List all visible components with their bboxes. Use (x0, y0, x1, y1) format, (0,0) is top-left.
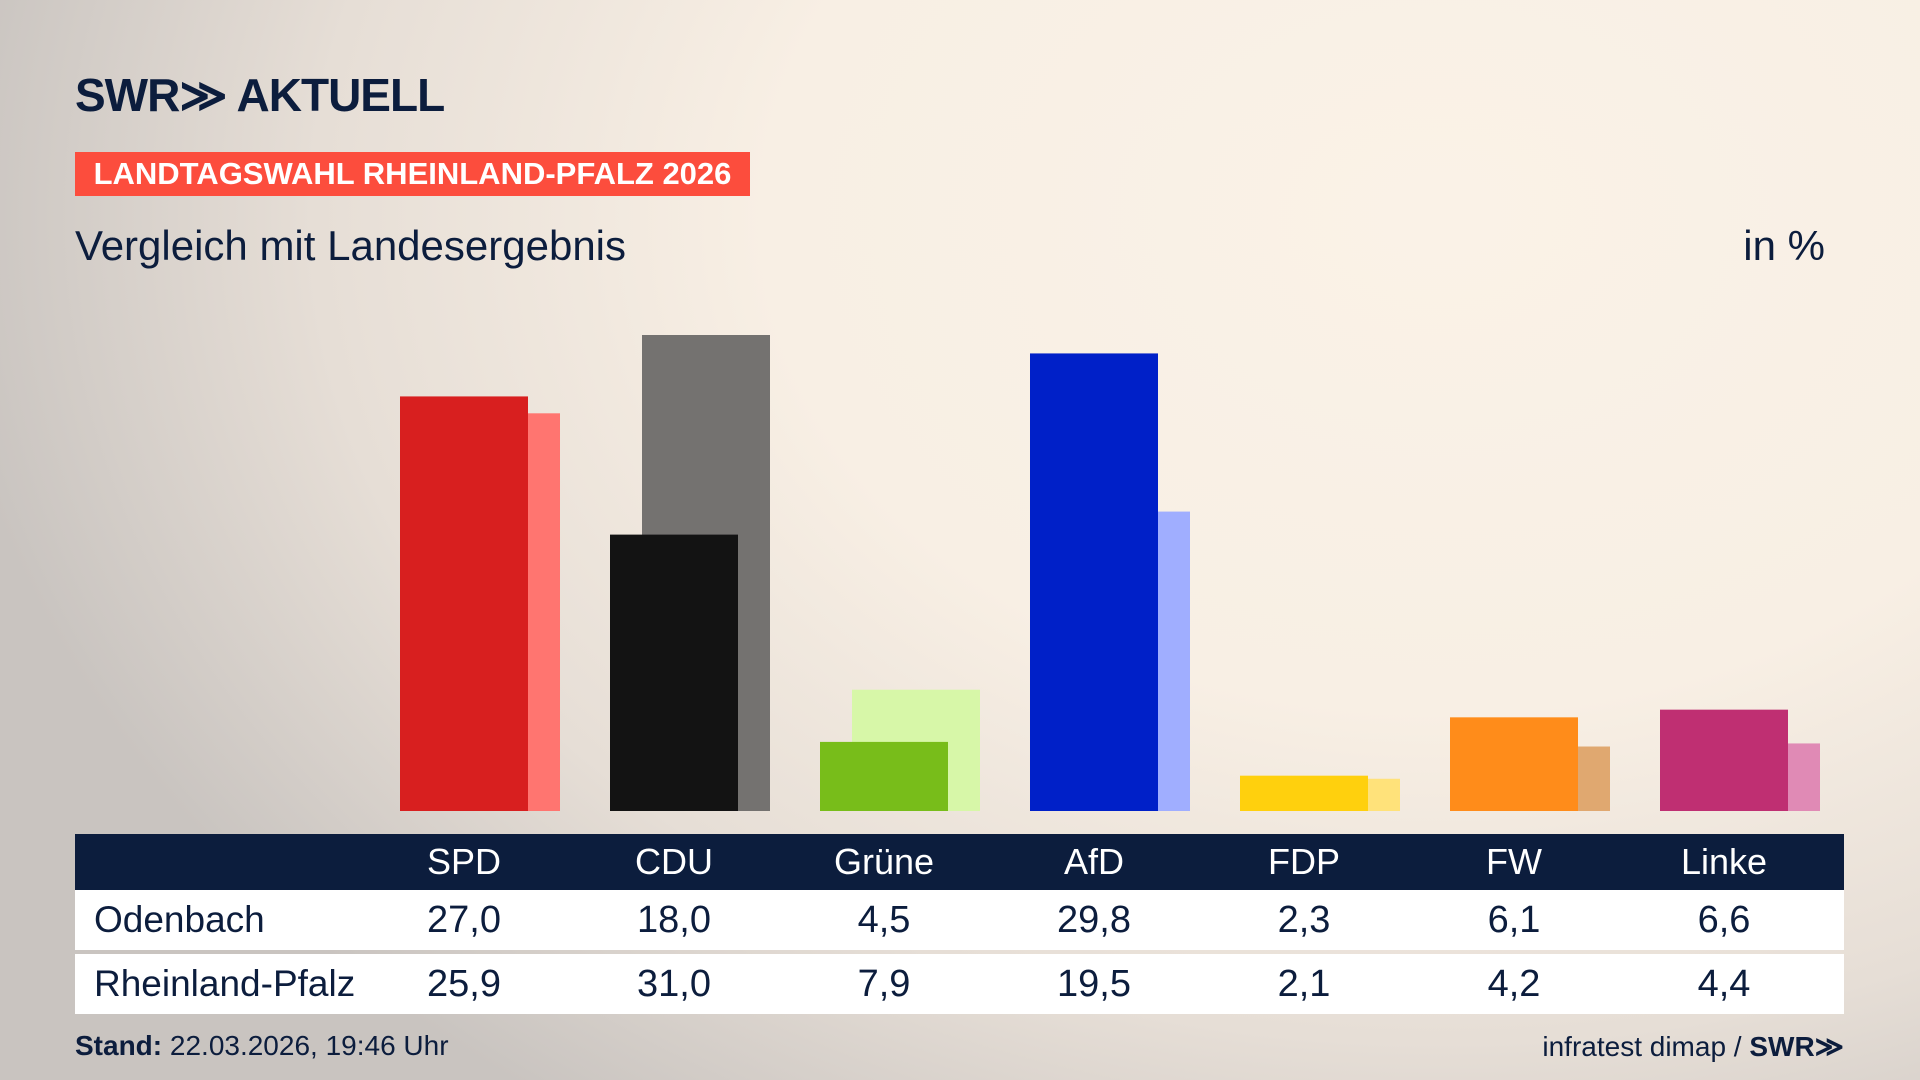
table-row: Odenbach 27,0 18,0 4,5 29,8 2,3 6,1 6,6 (75, 890, 1844, 950)
value-cell: 27,0 (427, 899, 501, 941)
unit-label: in % (1743, 222, 1825, 269)
value-cell: 25,9 (427, 963, 501, 1005)
value-cell: 6,6 (1697, 899, 1751, 941)
timestamp: Stand: 22.03.2026, 19:46 Uhr (75, 1030, 449, 1062)
table-header: SPD CDU Grüne AfD FDP FW Linke (75, 834, 1844, 890)
bar-odenbach-AfD (1030, 353, 1158, 811)
bar-odenbach-SPD (400, 396, 528, 811)
value-cell: 19,5 (1057, 963, 1131, 1005)
value-cell: 31,0 (637, 963, 711, 1005)
chart-subtitle: Vergleich mit Landesergebnis (75, 222, 627, 269)
bar-odenbach-CDU (610, 534, 738, 811)
value-cell: 4,5 (857, 899, 911, 941)
swr-aktuell-logo: SWR≫ AKTUELL (75, 69, 445, 121)
bar-odenbach-FW (1450, 717, 1578, 811)
results-table: SPD CDU Grüne AfD FDP FW Linke Odenbach 27,0 18,… (75, 834, 1844, 1014)
column-header: Grüne (833, 841, 935, 882)
row-label: Rheinland-Pfalz (94, 963, 356, 1004)
value-cell: 29,8 (1057, 899, 1131, 941)
bar-odenbach-Grüne (820, 741, 948, 811)
value-cell: 4,2 (1487, 963, 1541, 1005)
swr-logo: SWR≫ (1749, 1031, 1844, 1062)
value-cell: 18,0 (637, 899, 711, 941)
value-cell: 2,1 (1277, 963, 1331, 1005)
stand-label: Stand: (75, 1030, 163, 1061)
value-cell: 6,1 (1487, 899, 1541, 941)
bar-odenbach-FDP (1240, 775, 1368, 811)
value-cell: 4,4 (1697, 963, 1751, 1005)
column-header: FW (1486, 841, 1542, 882)
column-header: SPD (426, 841, 502, 882)
column-header: CDU (635, 841, 713, 882)
bar-odenbach-Linke (1660, 709, 1788, 811)
source-text: infratest dimap / (1542, 1031, 1750, 1062)
election-badge: LANDTAGSWAHL RHEINLAND-PFALZ 2026 (75, 152, 750, 196)
row-label: Odenbach (94, 899, 265, 940)
column-header: FDP (1268, 841, 1340, 882)
value-cell: 7,9 (857, 963, 911, 1005)
source: infratest dimap / SWR≫ (1542, 1030, 1844, 1063)
table-row: Rheinland-Pfalz 25,9 31,0 7,9 19,5 2,1 4,2 4,4 (75, 954, 1844, 1014)
value-cell: 2,3 (1277, 899, 1331, 941)
bar-chart (400, 335, 1820, 811)
column-header: Linke (1680, 841, 1768, 882)
stand-value: 22.03.2026, 19:46 Uhr (162, 1030, 449, 1061)
column-header: AfD (1063, 841, 1124, 882)
